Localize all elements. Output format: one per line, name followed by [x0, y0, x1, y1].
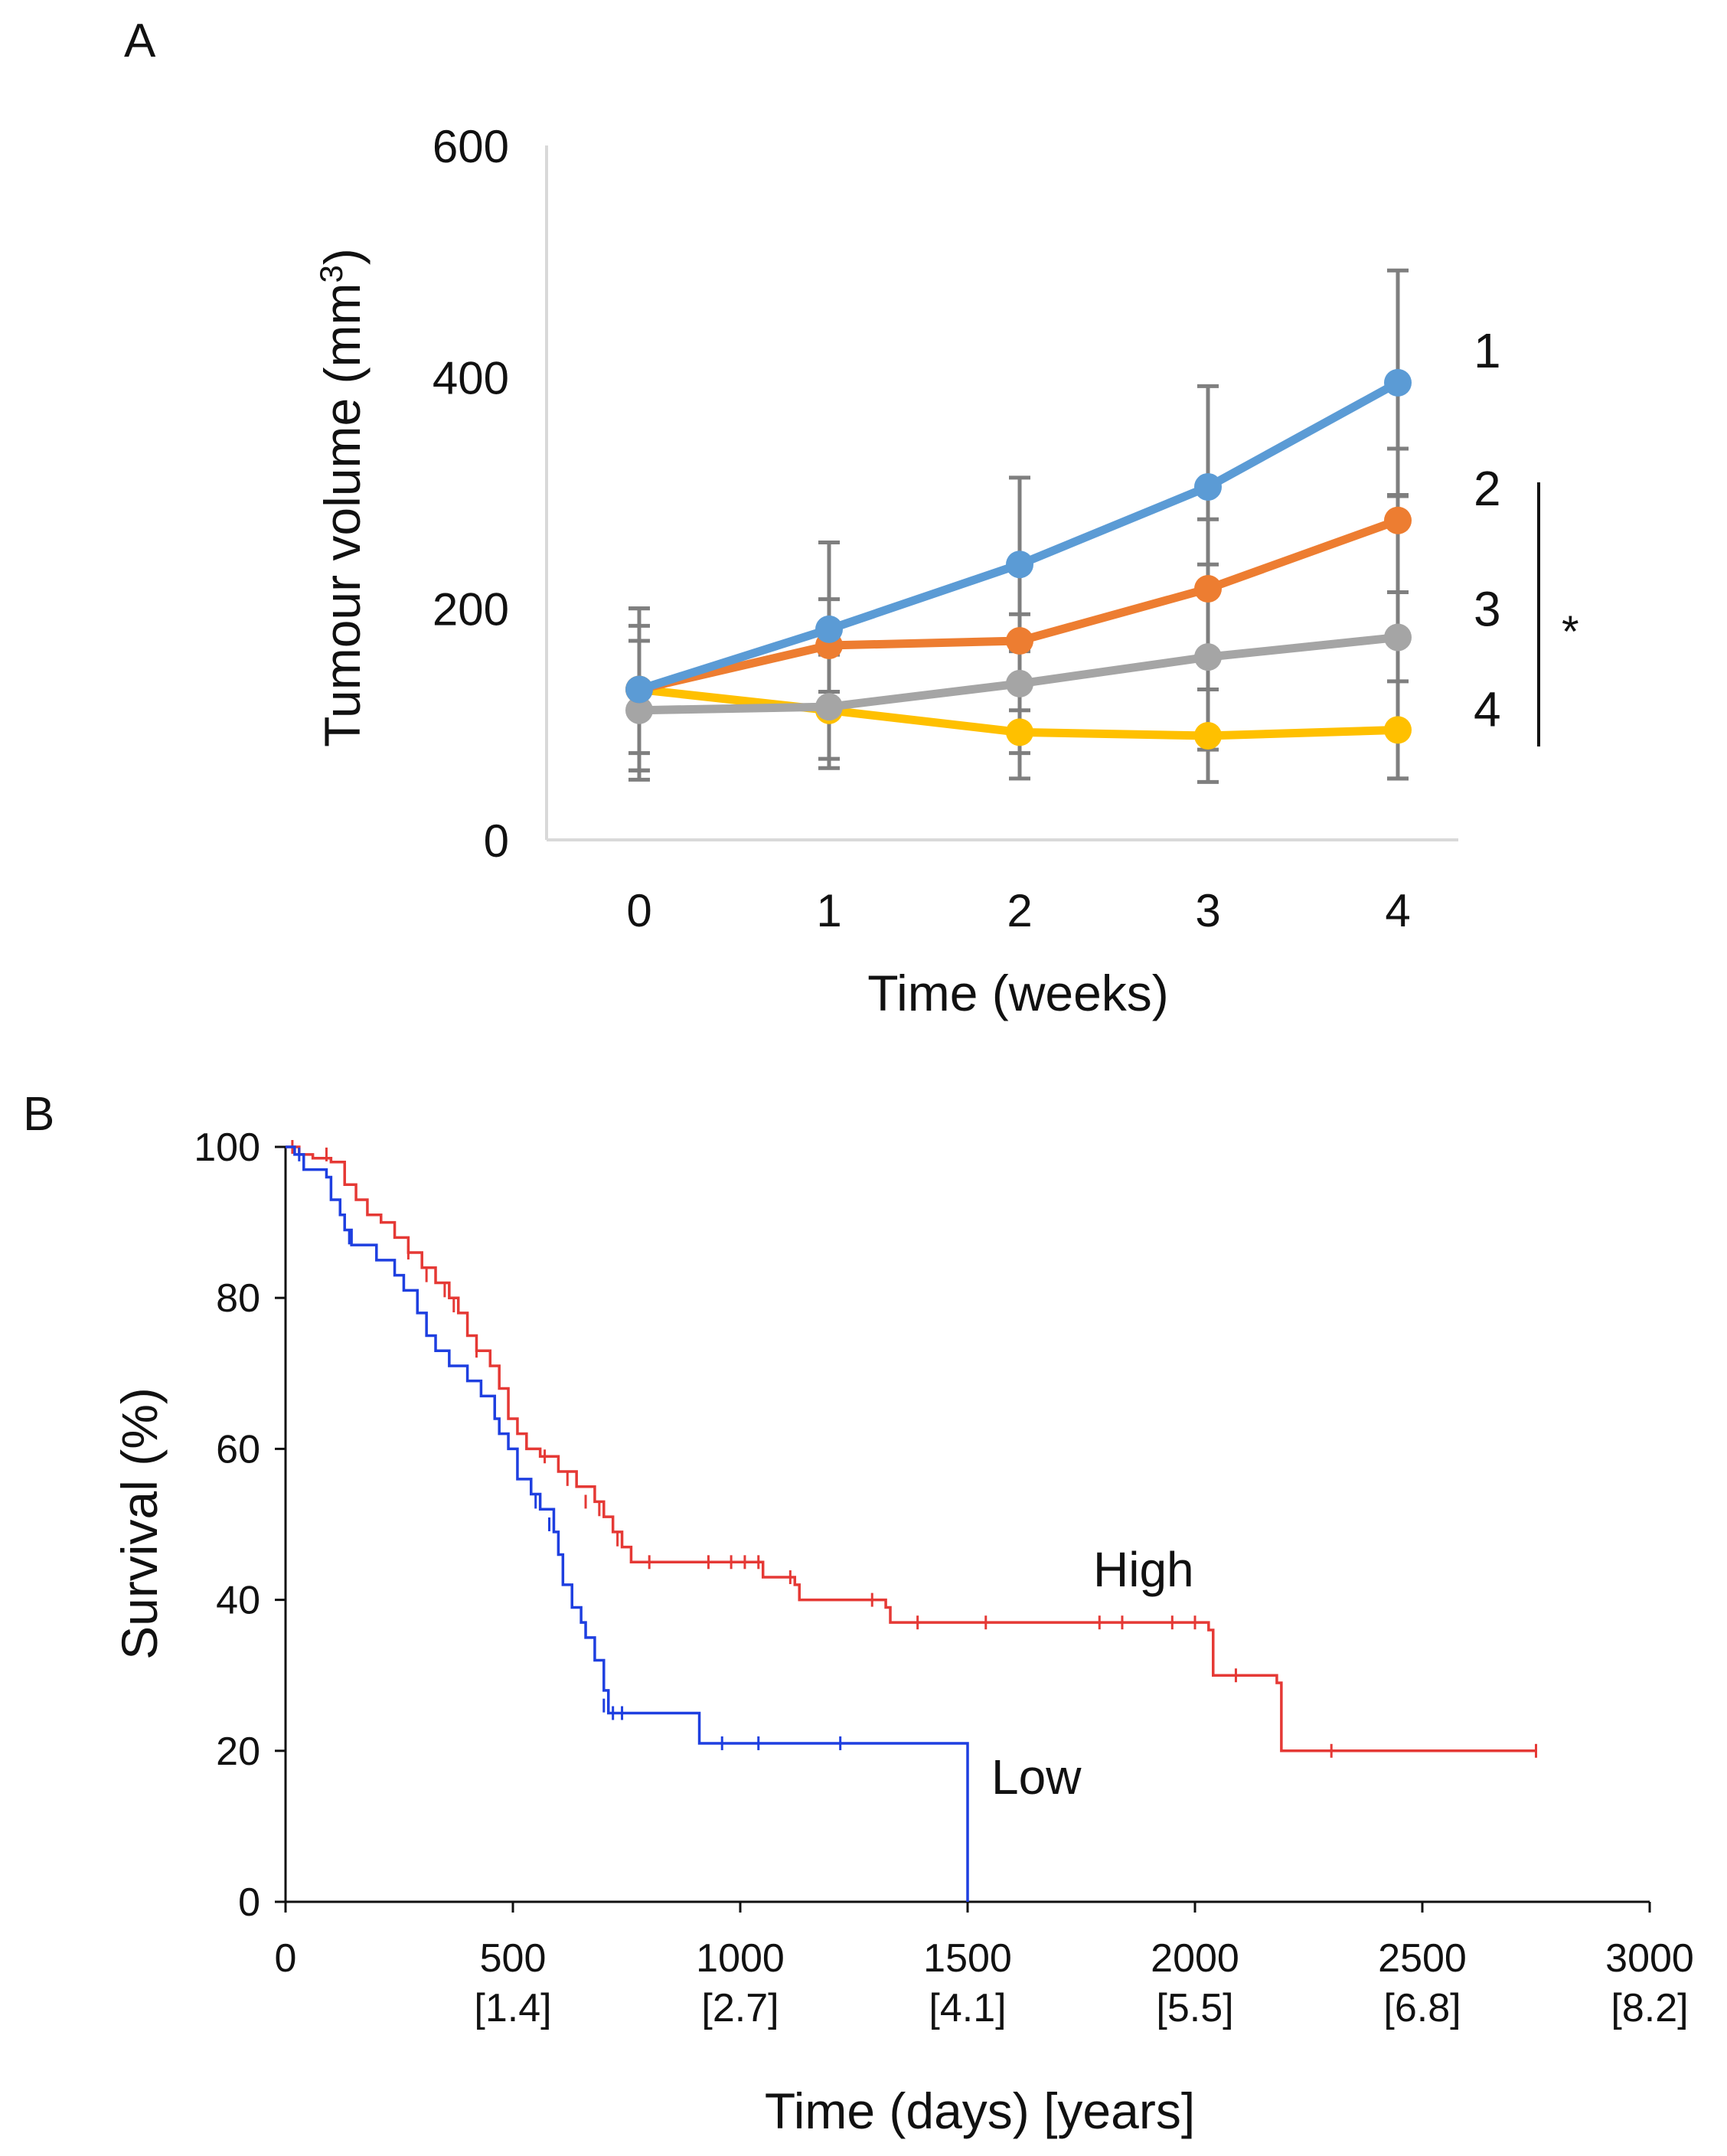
significance-star: *: [1562, 607, 1579, 657]
series-label: 1: [1474, 323, 1501, 378]
x-tick-label: 2500: [1378, 1936, 1467, 1981]
data-point-series-3: [625, 696, 653, 724]
x-tick-label: 1: [816, 885, 841, 936]
y-tick-label: 600: [433, 121, 509, 172]
data-point-series-1: [1194, 472, 1222, 501]
y-tick-label: 400: [433, 352, 509, 403]
data-point-series-3: [1006, 669, 1033, 697]
x-tick-years-label: [5.5]: [1156, 1986, 1233, 2030]
data-point-series-1: [1384, 368, 1412, 397]
data-point-series-3: [1384, 623, 1412, 652]
data-point-series-3: [815, 693, 843, 721]
x-tick-label: 4: [1385, 885, 1410, 936]
y-tick-label: 200: [433, 584, 509, 635]
annotation-high: High: [1093, 1542, 1194, 1597]
data-point-series-2: [1194, 574, 1222, 603]
panel-b-label: B: [23, 1088, 55, 1141]
y-axis-title-sup: 3: [313, 265, 349, 283]
y-tick-label: 80: [216, 1276, 260, 1321]
data-point-series-1: [815, 615, 843, 643]
x-tick-label: 0: [275, 1936, 297, 1981]
x-tick-label: 2000: [1151, 1936, 1239, 1981]
data-point-series-1: [1006, 550, 1033, 579]
y-tick-label: 40: [216, 1579, 260, 1623]
x-axis-title: Time (days) [years]: [765, 2082, 1195, 2139]
x-tick-label: 3000: [1605, 1936, 1694, 1981]
data-point-series-1: [625, 675, 653, 704]
annotation-low: Low: [991, 1749, 1082, 1805]
y-axis-title: Survival (%): [111, 1387, 168, 1660]
survival-curve-low: [286, 1145, 969, 1902]
x-tick-label: 3: [1195, 885, 1220, 936]
y-tick-label: 20: [216, 1730, 260, 1774]
x-tick-label: 500: [480, 1936, 547, 1981]
x-tick-years-label: [1.4]: [474, 1986, 551, 2030]
data-point-series-4: [1006, 718, 1033, 746]
x-tick-years-label: [2.7]: [701, 1986, 779, 2030]
x-tick-label: 1000: [696, 1936, 785, 1981]
y-axis-title-close: ): [314, 248, 371, 265]
y-tick-label: 0: [484, 815, 509, 867]
survival-curve-high: [286, 1145, 1536, 1753]
data-point-series-3: [1194, 643, 1222, 671]
y-axis-title: Tumour volume (mm3): [313, 248, 371, 747]
data-point-series-4: [1194, 721, 1222, 750]
x-tick-label: 1500: [923, 1936, 1012, 1981]
tumour-volume-chart: 0 200 400 600 0 1 2 3 4 Time (weeks) Tumour volume…: [313, 121, 1579, 1021]
x-tick-years-label: [6.8]: [1383, 1986, 1461, 2030]
y-tick-label: 0: [238, 1880, 260, 1925]
y-tick-label: 60: [216, 1427, 260, 1472]
y-axis-title-main: Tumour volume (mm: [314, 283, 371, 747]
x-tick-years-label: [8.2]: [1611, 1986, 1688, 2030]
data-point-series-2: [1006, 626, 1033, 655]
series-label: 4: [1474, 681, 1501, 737]
data-point-series-2: [1384, 506, 1412, 534]
series-label: 3: [1474, 581, 1501, 636]
y-tick-label: 100: [194, 1125, 260, 1170]
x-axis-title: Time (weeks): [867, 965, 1169, 1021]
x-tick-years-label: [4.1]: [929, 1986, 1006, 2030]
series-label: 2: [1474, 461, 1501, 516]
panel-a-label: A: [124, 15, 156, 67]
x-tick-label: 2: [1007, 885, 1032, 936]
data-point-series-4: [1384, 716, 1412, 744]
x-tick-label: 0: [626, 885, 651, 936]
